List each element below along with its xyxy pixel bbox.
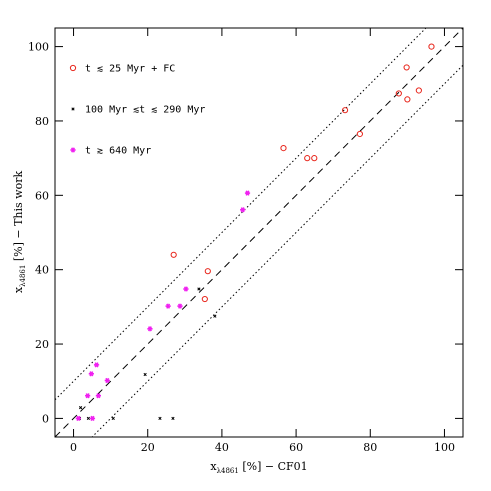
y-tick-label: 80 xyxy=(35,115,49,128)
x-axis-label: xλ4861 [%] − CF01 xyxy=(210,460,307,475)
marker-stroke xyxy=(147,326,152,332)
y-tick-label: 40 xyxy=(35,264,49,277)
point xyxy=(75,415,81,422)
x-tick-label: 100 xyxy=(434,441,455,454)
legend-label: 100 Myr ≲t ≲ 290 Myr xyxy=(85,105,205,116)
point xyxy=(280,144,287,152)
point xyxy=(147,326,153,332)
point xyxy=(111,416,115,421)
point xyxy=(104,377,110,384)
point xyxy=(143,372,147,377)
point xyxy=(158,416,162,421)
point xyxy=(356,130,363,138)
marker-stroke xyxy=(183,286,188,292)
marker-stroke xyxy=(245,190,250,196)
legend-marker xyxy=(71,107,75,111)
marker-stroke xyxy=(78,406,83,410)
point xyxy=(88,371,94,377)
point xyxy=(415,87,422,94)
marker-stroke xyxy=(143,372,147,377)
point xyxy=(404,96,411,103)
legend-marker xyxy=(70,147,76,153)
point xyxy=(177,303,183,309)
point xyxy=(341,107,349,114)
point xyxy=(165,303,171,309)
marker-stroke xyxy=(178,303,182,309)
point xyxy=(403,64,410,71)
reference-line xyxy=(91,64,463,437)
legend-label: t ≲ 25 Myr + FC xyxy=(85,64,175,75)
point xyxy=(95,393,101,399)
point xyxy=(89,415,96,422)
marker-stroke xyxy=(240,207,245,213)
y-tick-label: 60 xyxy=(35,189,49,202)
marker-stroke xyxy=(111,416,115,421)
marker-stroke xyxy=(89,371,94,377)
plot-frame xyxy=(54,27,464,438)
point xyxy=(204,268,211,275)
point xyxy=(85,393,91,399)
marker-stroke xyxy=(90,415,95,422)
marker-stroke xyxy=(213,314,217,318)
point xyxy=(304,155,311,162)
x-tick-label: 80 xyxy=(363,441,377,454)
y-tick-label: 20 xyxy=(35,338,49,351)
point xyxy=(183,286,189,292)
reference-line xyxy=(55,28,427,401)
marker-stroke xyxy=(96,393,101,399)
marker-stroke xyxy=(76,415,81,422)
point xyxy=(428,43,435,50)
marker-stroke xyxy=(71,147,75,153)
point xyxy=(171,416,175,421)
marker-stroke xyxy=(166,303,171,309)
reference-line xyxy=(55,28,463,437)
marker-stroke xyxy=(71,107,75,111)
marker-stroke xyxy=(171,416,175,421)
marker-stroke xyxy=(94,362,99,368)
y-axis-label: xλ4861 [%] − This work xyxy=(12,171,27,294)
point xyxy=(311,155,318,162)
point xyxy=(201,295,208,303)
marker-stroke xyxy=(158,416,162,421)
point xyxy=(93,362,100,368)
point xyxy=(78,406,83,410)
point xyxy=(170,251,177,258)
point xyxy=(213,314,217,318)
point xyxy=(244,190,251,196)
point xyxy=(240,207,246,213)
x-tick-label: 40 xyxy=(215,441,229,454)
marker-stroke xyxy=(105,377,110,384)
legend-marker xyxy=(69,64,77,72)
legend-label: t ≳ 640 Myr xyxy=(85,146,151,157)
x-tick-label: 20 xyxy=(141,441,155,454)
point xyxy=(197,287,201,291)
y-tick-label: 100 xyxy=(28,41,49,54)
marker-stroke xyxy=(85,393,90,399)
x-tick-label: 0 xyxy=(70,441,77,454)
x-tick-label: 60 xyxy=(289,441,303,454)
point xyxy=(86,416,91,421)
marker-stroke xyxy=(86,416,91,421)
point xyxy=(395,90,402,97)
marker-stroke xyxy=(197,287,201,291)
y-tick-label: 0 xyxy=(42,412,49,425)
